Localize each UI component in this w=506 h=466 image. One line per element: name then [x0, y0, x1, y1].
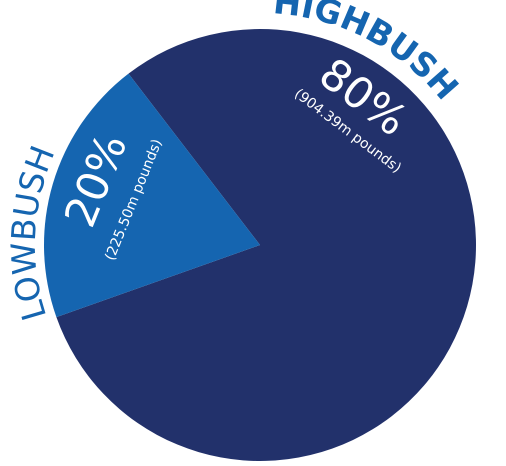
- pie-slice-highbush: [56, 29, 477, 462]
- pie-slices: [44, 29, 477, 462]
- pie-slice-lowbush: [44, 73, 260, 318]
